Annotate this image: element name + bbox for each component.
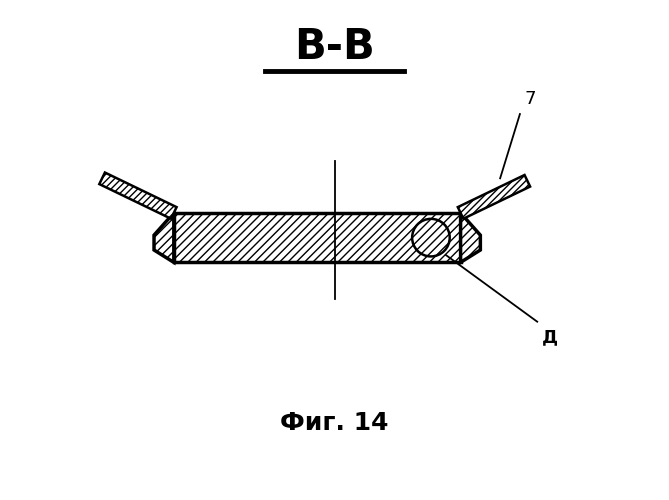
Text: 7: 7 xyxy=(525,90,537,108)
Polygon shape xyxy=(458,175,530,218)
Text: Д: Д xyxy=(542,328,559,346)
Text: В-В: В-В xyxy=(294,26,375,68)
Text: Фиг. 14: Фиг. 14 xyxy=(280,411,389,435)
Polygon shape xyxy=(154,213,174,262)
Polygon shape xyxy=(174,213,460,262)
Polygon shape xyxy=(99,172,177,218)
Polygon shape xyxy=(460,213,480,262)
